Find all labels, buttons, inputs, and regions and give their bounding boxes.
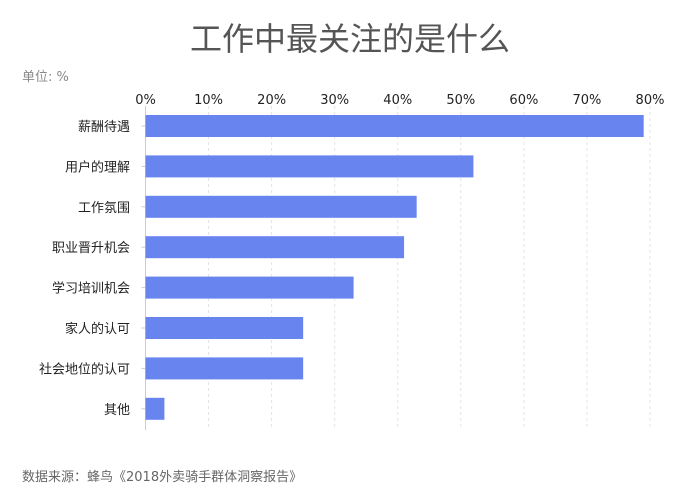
unit-label: 单位: % [22,70,69,85]
x-tick-label: 0% [135,93,156,108]
x-tick-label: 40% [383,93,412,108]
category-label: 工作氛围 [78,201,130,216]
category-label: 薪酬待遇 [78,120,130,135]
bar-6 [145,357,304,380]
x-tick-label: 50% [446,93,475,108]
bar-7 [145,397,165,420]
category-label: 学习培训机会 [52,281,130,297]
source-note: 数据来源：蜂鸟《2018外卖骑手群体洞察报告》 [22,470,303,485]
x-tick-label: 70% [572,93,601,108]
x-tick-label: 80% [636,93,665,108]
category-label: 职业晋升机会 [52,241,130,256]
category-label: 用户的理解 [65,159,130,175]
bar-1 [145,155,474,178]
x-tick-label: 30% [320,93,349,108]
chart-title: 工作中最关注的是什么 [189,20,510,58]
x-tick-label: 20% [257,93,286,108]
category-label: 其他 [104,403,130,418]
bar-5 [145,317,304,339]
bar-4 [145,276,354,299]
x-tick-label: 60% [509,93,538,108]
bar-3 [145,236,405,259]
bar-0 [145,115,644,137]
category-label: 家人的认可 [65,321,130,337]
category-label: 社会地位的认可 [39,361,130,377]
bar-2 [145,195,417,218]
x-tick-label: 10% [194,93,223,108]
